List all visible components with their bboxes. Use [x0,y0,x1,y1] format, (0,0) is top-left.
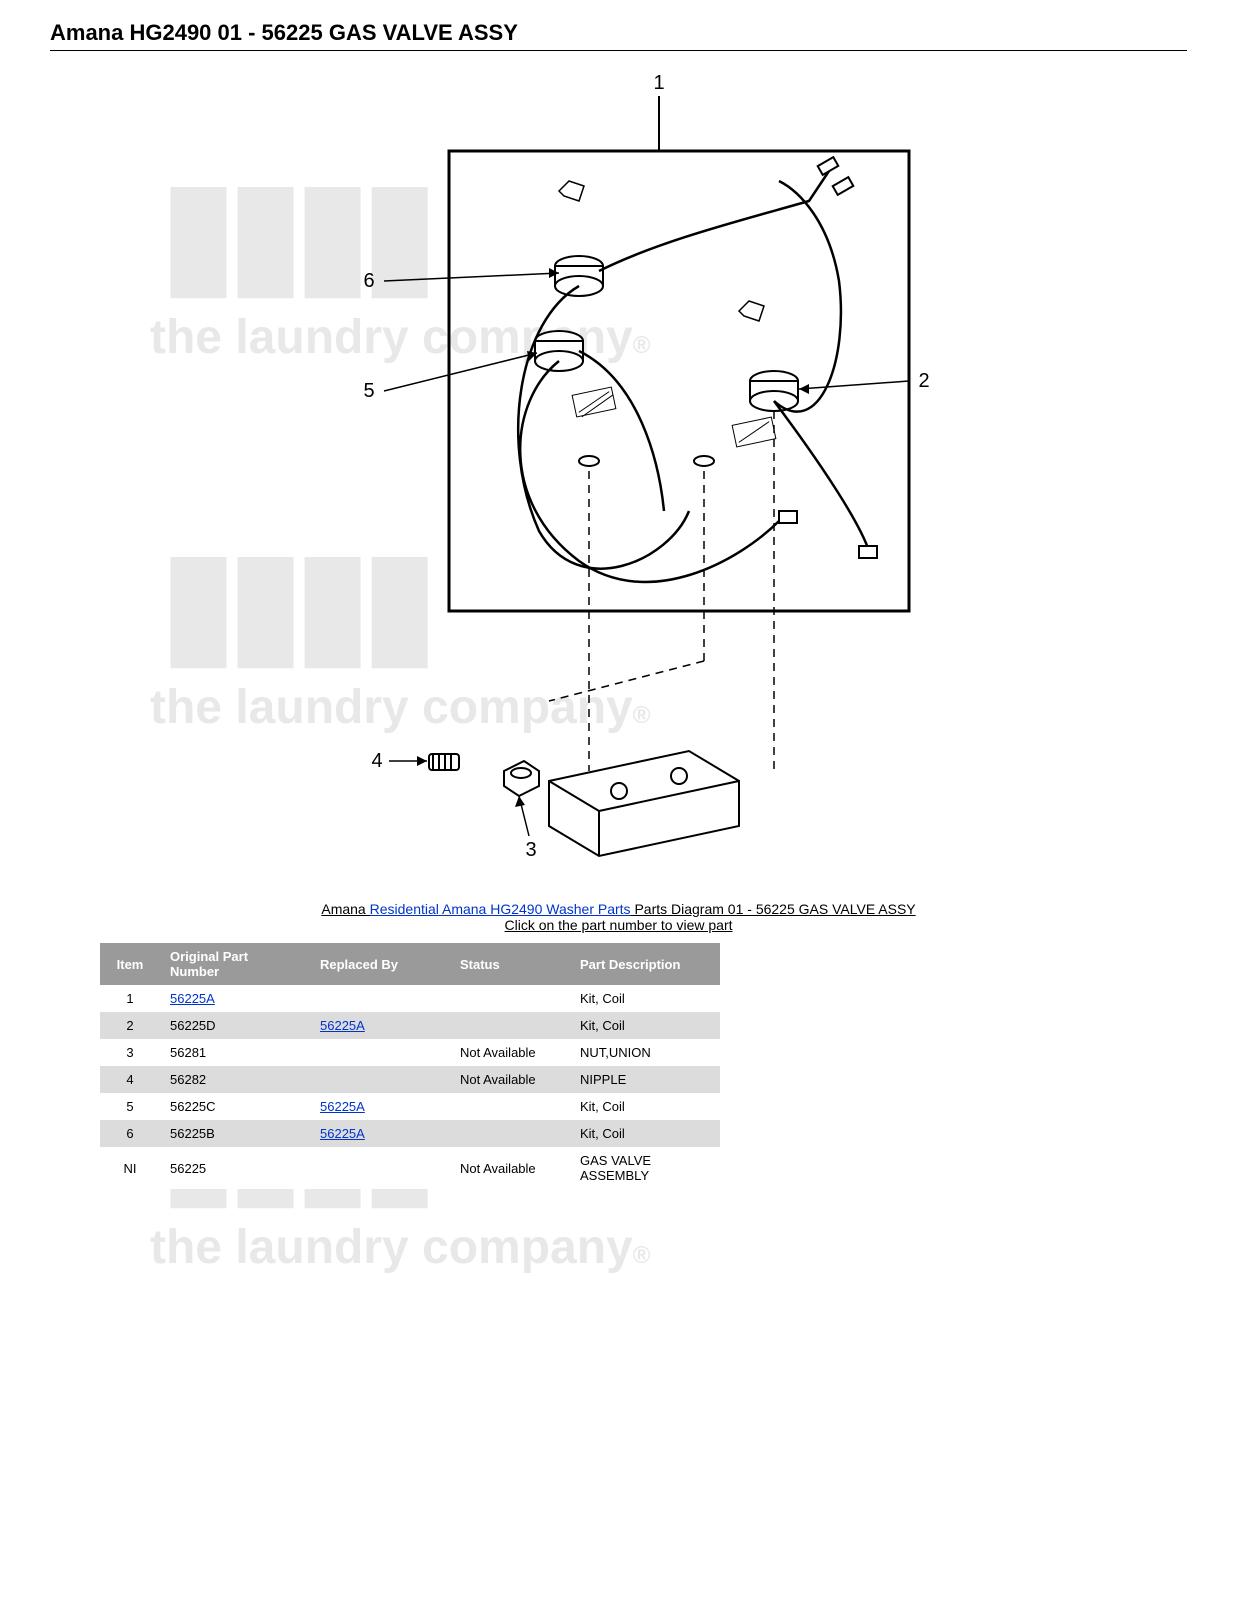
cell-status [450,1012,570,1039]
cell-item: 3 [100,1039,160,1066]
parts-table: Item Original Part Number Replaced By St… [100,943,720,1189]
part-link[interactable]: 56225A [320,1099,365,1114]
table-row: 356281 Not AvailableNUT,UNION [100,1039,720,1066]
cell-original: 56225C [160,1093,310,1120]
table-row: 656225B 56225A Kit, Coil [100,1120,720,1147]
cell-item: 5 [100,1093,160,1120]
cell-item: 4 [100,1066,160,1093]
caption-line2: Click on the part number to view part [505,917,733,933]
cell-item: 6 [100,1120,160,1147]
cell-original: 56225 [160,1147,310,1189]
cell-original: 56225D [160,1012,310,1039]
diagram-caption: Amana Residential Amana HG2490 Washer Pa… [50,901,1187,933]
cell-replaced [310,985,450,1012]
cell-description: Kit, Coil [570,1012,720,1039]
table-row: NI56225 Not AvailableGAS VALVE ASSEMBLY [100,1147,720,1189]
cell-description: Kit, Coil [570,1093,720,1120]
cell-original: 56282 [160,1066,310,1093]
cell-item: NI [100,1147,160,1189]
cell-replaced [310,1066,450,1093]
cell-status [450,985,570,1012]
parts-diagram: 1 [50,61,1187,881]
table-row: 556225C 56225A Kit, Coil [100,1093,720,1120]
th-description: Part Description [570,943,720,985]
cell-replaced [310,1147,450,1189]
callout-2: 2 [918,370,929,392]
watermark-text-3: the laundry company® [150,1220,650,1275]
cell-description: Kit, Coil [570,1120,720,1147]
page-title: Amana HG2490 01 - 56225 GAS VALVE ASSY [50,20,1187,51]
cell-replaced: 56225A [310,1012,450,1039]
callout-1: 1 [653,72,664,94]
cell-original: 56225B [160,1120,310,1147]
cell-description: NIPPLE [570,1066,720,1093]
cell-original: 56281 [160,1039,310,1066]
cell-item: 1 [100,985,160,1012]
cell-description: NUT,UNION [570,1039,720,1066]
table-header-row: Item Original Part Number Replaced By St… [100,943,720,985]
th-status: Status [450,943,570,985]
cell-status: Not Available [450,1066,570,1093]
table-row: 256225D 56225A Kit, Coil [100,1012,720,1039]
cell-status: Not Available [450,1147,570,1189]
cell-status [450,1093,570,1120]
callout-6: 6 [363,270,374,292]
th-item: Item [100,943,160,985]
cell-description: Kit, Coil [570,985,720,1012]
th-replaced: Replaced By [310,943,450,985]
callout-4: 4 [371,750,382,772]
part-link[interactable]: 56225A [170,991,215,1006]
callout-3: 3 [525,839,536,861]
caption-suffix: Parts Diagram 01 - 56225 GAS VALVE ASSY [631,901,916,917]
part-link[interactable]: 56225A [320,1018,365,1033]
cell-original: 56225A [160,985,310,1012]
diagram-svg: 1 [219,61,1019,881]
cell-description: GAS VALVE ASSEMBLY [570,1147,720,1189]
cell-replaced: 56225A [310,1093,450,1120]
th-original: Original Part Number [160,943,310,985]
callout-5: 5 [363,380,374,402]
cell-item: 2 [100,1012,160,1039]
cell-replaced [310,1039,450,1066]
cell-status [450,1120,570,1147]
caption-prefix: Amana [321,901,369,917]
table-row: 456282 Not AvailableNIPPLE [100,1066,720,1093]
table-row: 1 56225A Kit, Coil [100,985,720,1012]
cell-replaced: 56225A [310,1120,450,1147]
cell-status: Not Available [450,1039,570,1066]
part-link[interactable]: 56225A [320,1126,365,1141]
caption-link[interactable]: Residential Amana HG2490 Washer Parts [370,901,631,917]
